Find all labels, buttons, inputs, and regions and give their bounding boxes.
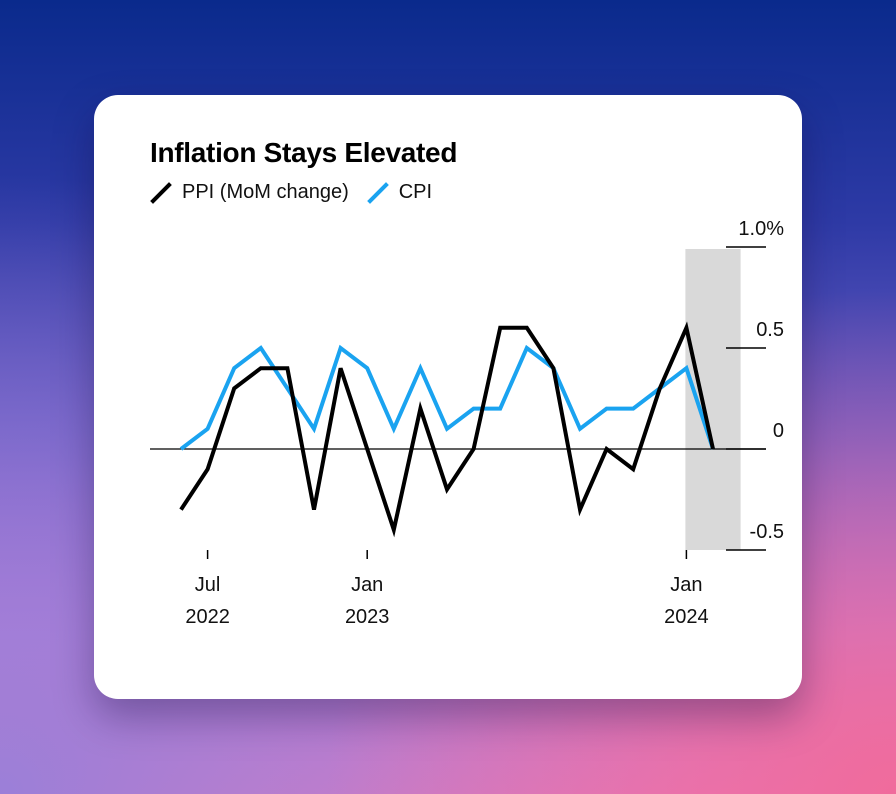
cpi-legend-swatch-icon <box>366 181 389 204</box>
y-tick-label: -0.5 <box>750 521 784 543</box>
legend-label-ppi: PPI (MoM change) <box>182 181 349 203</box>
x-tick-month-label: Jul <box>195 574 221 596</box>
line-chart: 1.0% 0.5 0 -0.5 Jul 2022 Jan 2023 Jan 2024 <box>150 218 784 628</box>
legend-item-cpi: CPI <box>366 181 433 204</box>
x-tick-year-label: 2022 <box>185 606 230 628</box>
ppi-legend-swatch-icon <box>150 181 172 204</box>
chart-legend: PPI (MoM change) CPI <box>150 181 450 204</box>
chart-title: Inflation Stays Elevated <box>150 137 458 168</box>
y-tick-label: 0 <box>773 420 784 442</box>
y-tick-label: 1.0% <box>738 218 784 240</box>
chart-card: Inflation Stays Elevated PPI (MoM change… <box>94 95 802 699</box>
shaded-period <box>685 249 741 550</box>
x-tick-month-label: Jan <box>351 574 383 596</box>
legend-label-cpi: CPI <box>398 181 433 203</box>
x-tick-year-label: 2024 <box>664 606 709 628</box>
y-tick-label: 0.5 <box>756 319 784 341</box>
x-tick-year-label: 2023 <box>345 606 390 628</box>
legend-item-ppi: PPI (MoM change) <box>150 181 349 204</box>
x-tick-month-label: Jan <box>670 574 702 596</box>
ppi-line <box>179 321 715 538</box>
cpi-line <box>179 344 715 451</box>
